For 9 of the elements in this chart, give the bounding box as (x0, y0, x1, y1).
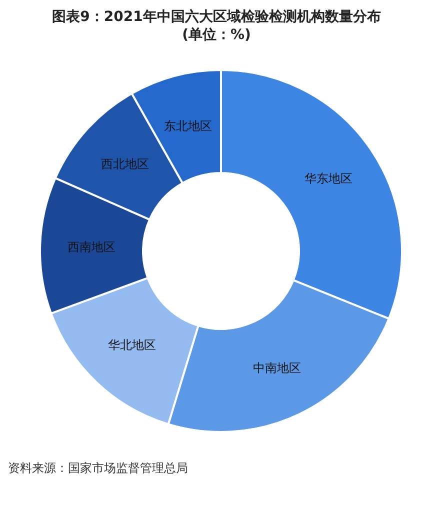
slice-label: 中南地区 (252, 360, 301, 375)
slice-label: 东北地区 (164, 118, 212, 133)
slice-label: 西北地区 (100, 157, 149, 172)
slice-label: 华东地区 (304, 172, 352, 186)
text: 资料来源：国家市场监督管理总局 (8, 460, 188, 477)
chart-title: 图表9：2021年中国六大区域检验检测机构数量分布 (51, 8, 382, 26)
chart-subtitle: (单位：%) (181, 26, 252, 44)
slice-label: 西南地区 (68, 240, 116, 254)
slice-label: 华北地区 (108, 338, 156, 352)
